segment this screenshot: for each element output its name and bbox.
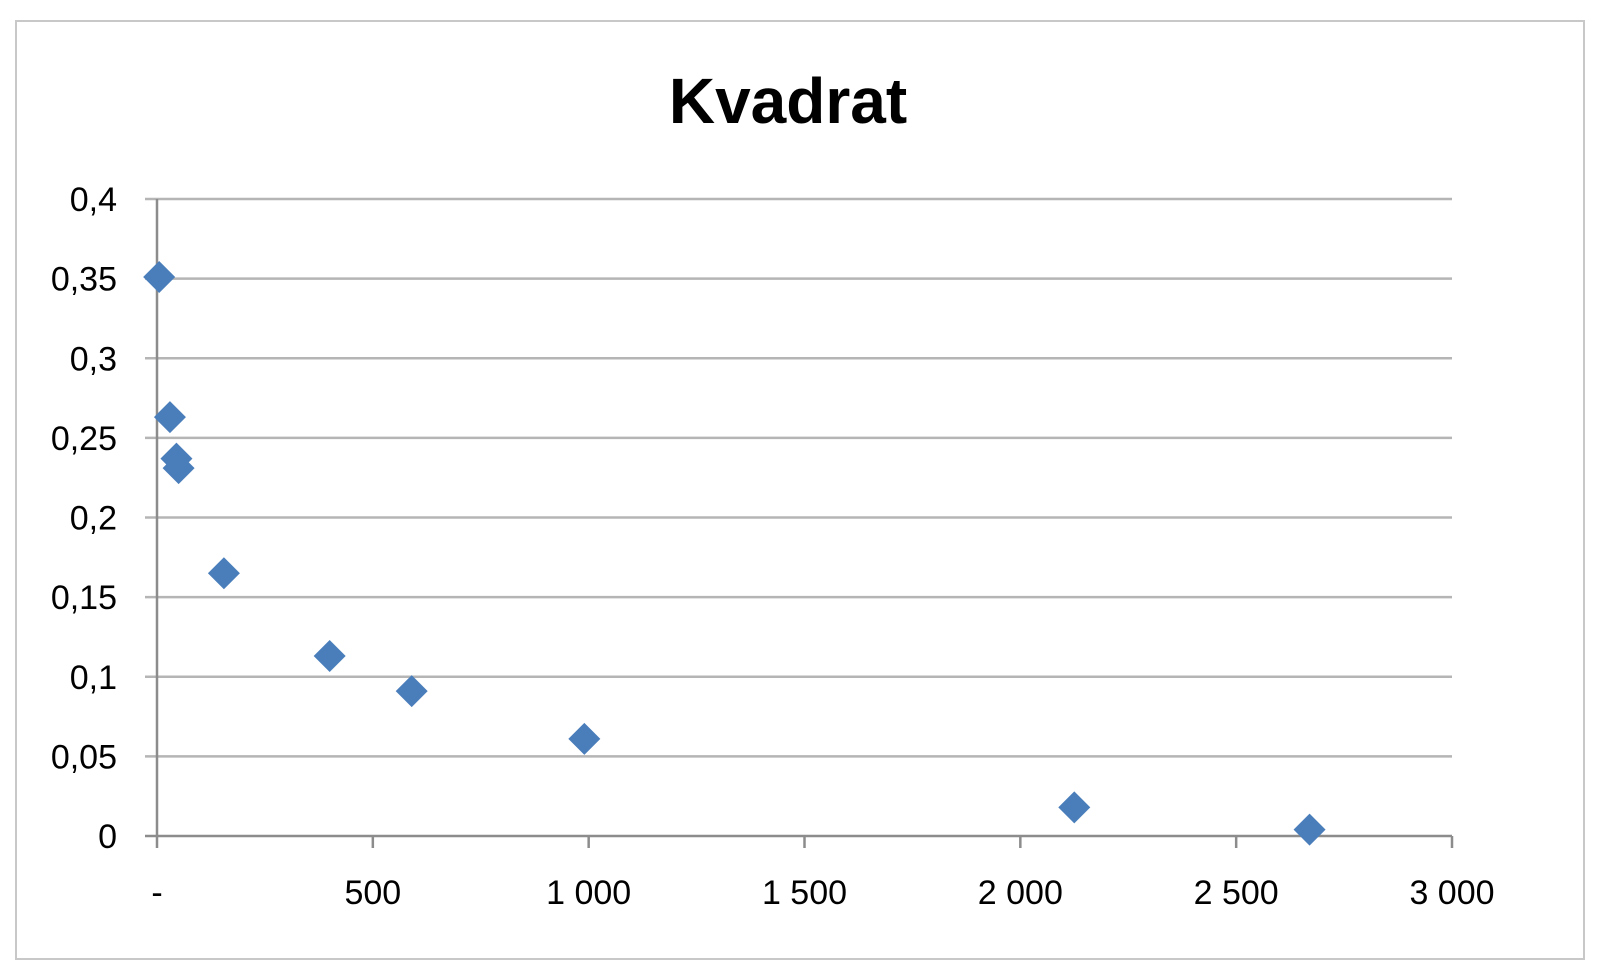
- x-tick-label: 500: [344, 874, 401, 912]
- y-tick-label: 0,3: [70, 340, 117, 378]
- y-tick-label: 0,2: [70, 500, 117, 538]
- data-points: [143, 261, 1326, 846]
- data-point: [143, 261, 176, 294]
- y-tick-labels: 0 0,05 0,1 0,15 0,2 0,25 0,3 0,35 0,4: [51, 181, 117, 856]
- data-point: [395, 675, 428, 708]
- gridlines: [145, 197, 1452, 758]
- data-point: [313, 640, 346, 673]
- y-tick-label: 0,1: [70, 659, 117, 697]
- y-tick-label: 0: [98, 818, 117, 856]
- data-point: [162, 452, 195, 485]
- x-tick-label: 1 500: [762, 874, 847, 912]
- y-tick-label: 0,05: [51, 738, 117, 776]
- data-point: [207, 557, 240, 590]
- x-tick-label: 2 000: [978, 874, 1063, 912]
- chart-title: Kvadrat: [669, 65, 907, 137]
- x-tick-label: -: [151, 874, 162, 912]
- y-tick-label: 0,35: [51, 261, 117, 299]
- data-point: [1058, 791, 1091, 824]
- x-tick-label: 2 500: [1194, 874, 1279, 912]
- x-tick-labels: - 500 1 000 1 500 2 000 2 500 3 000: [151, 874, 1494, 912]
- chart-frame: [15, 20, 1585, 960]
- data-point: [568, 722, 601, 755]
- x-tick-label: 1 000: [546, 874, 631, 912]
- axes: [145, 199, 1454, 848]
- y-tick-label: 0,25: [51, 420, 117, 458]
- y-tick-label: 0,15: [51, 579, 117, 617]
- x-tick-label: 3 000: [1409, 874, 1494, 912]
- y-tick-label: 0,4: [70, 181, 117, 219]
- data-point: [153, 401, 186, 434]
- data-point: [1293, 813, 1326, 846]
